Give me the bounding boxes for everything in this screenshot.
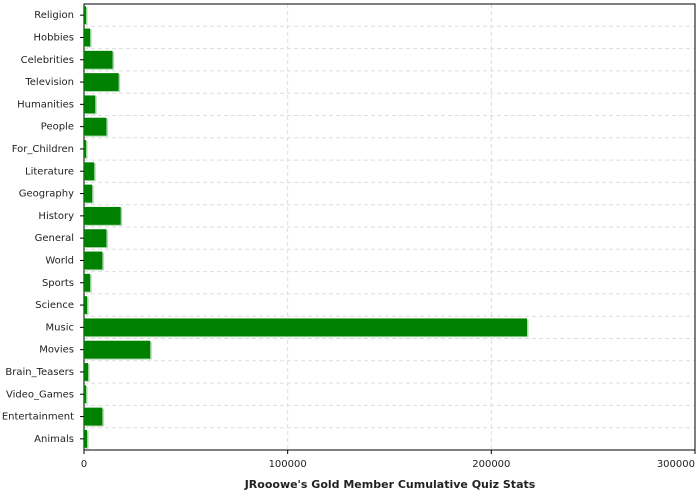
- x-tick-label: 200000: [472, 459, 510, 470]
- bar: [84, 429, 88, 448]
- y-tick-label: Literature: [25, 166, 74, 177]
- y-tick-label: General: [35, 233, 74, 244]
- bar: [84, 251, 103, 270]
- bar: [84, 162, 95, 181]
- bar: [84, 229, 107, 248]
- bar: [84, 363, 89, 381]
- bar: [84, 95, 96, 114]
- bar: [84, 6, 87, 25]
- x-tick-label: 0: [81, 459, 87, 470]
- bar: [84, 385, 87, 404]
- y-tick-label: Science: [35, 300, 74, 311]
- y-tick-label: Humanities: [17, 99, 74, 110]
- bar-shadow: [85, 386, 88, 405]
- bar: [84, 140, 87, 158]
- bar: [84, 273, 91, 292]
- bar: [84, 340, 151, 359]
- bar-shadow: [85, 7, 88, 26]
- x-tick-label: 100000: [269, 459, 307, 470]
- y-tick-label: World: [45, 255, 74, 266]
- plot-frame: [83, 3, 696, 451]
- bar: [84, 206, 121, 225]
- x-tick-label: 300000: [657, 459, 695, 470]
- y-tick-label: For_Children: [12, 144, 74, 155]
- y-tick-label: Entertainment: [2, 412, 74, 423]
- y-tick-label: People: [41, 122, 74, 133]
- bar: [84, 117, 107, 136]
- y-tick-label: Religion: [34, 10, 74, 21]
- y-tick-label: Video_Games: [6, 389, 74, 400]
- y-tick-label: Music: [46, 322, 74, 333]
- bar-shadow: [85, 141, 88, 159]
- bar: [84, 73, 119, 91]
- y-tick-label: Movies: [39, 345, 74, 356]
- chart-title: JRooowe's Gold Member Cumulative Quiz St…: [244, 478, 536, 491]
- bar: [84, 184, 93, 203]
- bar: [84, 296, 88, 314]
- bar: [84, 318, 527, 337]
- y-tick-label: Celebrities: [21, 55, 74, 66]
- bar: [84, 407, 103, 426]
- bar: [84, 50, 113, 69]
- y-tick-label: Television: [24, 77, 74, 88]
- bar: [84, 28, 91, 47]
- y-tick-label: Sports: [42, 278, 74, 289]
- y-tick-label: Brain_Teasers: [5, 367, 74, 378]
- y-tick-label: Hobbies: [34, 32, 74, 43]
- y-tick-label: Animals: [34, 434, 74, 445]
- y-tick-label: Geography: [19, 189, 74, 200]
- y-tick-label: History: [38, 211, 74, 222]
